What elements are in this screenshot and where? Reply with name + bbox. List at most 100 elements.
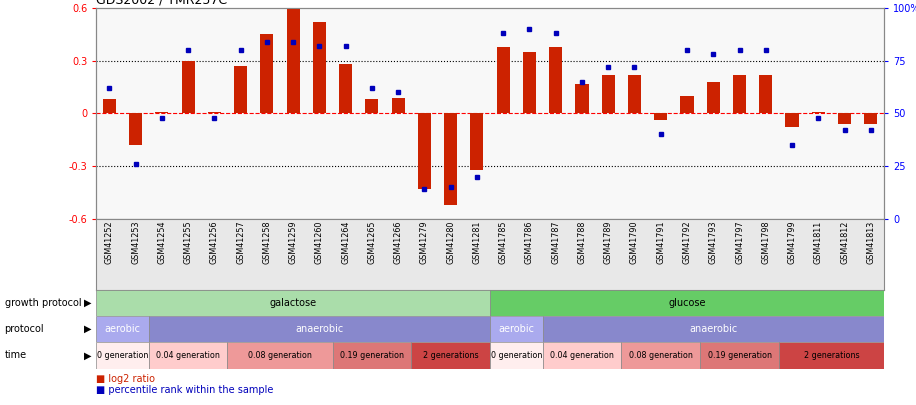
Text: 2 generations: 2 generations — [423, 351, 478, 360]
Text: aerobic: aerobic — [104, 324, 140, 334]
Text: 0 generation: 0 generation — [97, 351, 148, 360]
Text: GSM41281: GSM41281 — [473, 221, 482, 264]
Text: GSM41786: GSM41786 — [525, 221, 534, 264]
Text: GSM41256: GSM41256 — [210, 221, 219, 264]
Bar — [234, 66, 247, 113]
Bar — [707, 82, 720, 113]
Text: GSM41798: GSM41798 — [761, 221, 770, 264]
Text: GSM41258: GSM41258 — [262, 221, 271, 264]
Bar — [312, 22, 326, 113]
Bar — [96, 316, 148, 342]
Text: growth protocol: growth protocol — [5, 298, 82, 308]
Text: GSM41792: GSM41792 — [682, 221, 692, 264]
Text: GSM41255: GSM41255 — [183, 221, 192, 264]
Text: GDS2002 / YMR257C: GDS2002 / YMR257C — [96, 0, 227, 7]
Bar — [654, 113, 667, 120]
Bar — [96, 342, 148, 369]
Bar — [148, 316, 490, 342]
Bar — [779, 342, 884, 369]
Bar — [129, 113, 142, 145]
Text: 0.08 generation: 0.08 generation — [248, 351, 312, 360]
Bar — [208, 112, 221, 113]
Text: GSM41787: GSM41787 — [551, 221, 561, 264]
Text: GSM41260: GSM41260 — [315, 221, 324, 264]
Bar — [864, 113, 878, 124]
Bar — [471, 113, 484, 170]
Text: protocol: protocol — [5, 324, 44, 334]
Text: GSM41266: GSM41266 — [394, 221, 403, 264]
Text: 0.08 generation: 0.08 generation — [628, 351, 692, 360]
Text: ■ percentile rank within the sample: ■ percentile rank within the sample — [96, 385, 274, 395]
Text: anaerobic: anaerobic — [689, 324, 737, 334]
Bar — [287, 8, 300, 113]
Bar — [733, 75, 746, 113]
Bar — [523, 52, 536, 113]
Bar — [260, 34, 273, 113]
Text: GSM41785: GSM41785 — [498, 221, 507, 264]
Text: GSM41257: GSM41257 — [236, 221, 245, 264]
Text: GSM41252: GSM41252 — [104, 221, 114, 264]
Text: glucose: glucose — [669, 298, 705, 308]
Bar — [181, 61, 194, 113]
Text: GSM41253: GSM41253 — [131, 221, 140, 264]
Text: GSM41791: GSM41791 — [656, 221, 665, 264]
Bar — [103, 99, 115, 113]
Bar — [627, 75, 641, 113]
Bar — [411, 342, 490, 369]
Text: ▶: ▶ — [84, 324, 92, 334]
Text: GSM41812: GSM41812 — [840, 221, 849, 264]
Text: GSM41790: GSM41790 — [630, 221, 639, 264]
Bar — [490, 290, 884, 316]
Text: 0 generation: 0 generation — [491, 351, 542, 360]
Bar — [391, 98, 405, 113]
Bar — [444, 113, 457, 205]
Text: 2 generations: 2 generations — [803, 351, 859, 360]
Text: GSM41254: GSM41254 — [158, 221, 167, 264]
Bar — [227, 342, 333, 369]
Bar — [418, 113, 431, 189]
Bar — [550, 47, 562, 113]
Text: GSM41788: GSM41788 — [577, 221, 586, 264]
Bar — [575, 83, 588, 113]
Text: 0.19 generation: 0.19 generation — [707, 351, 771, 360]
Text: aerobic: aerobic — [498, 324, 534, 334]
Text: 0.04 generation: 0.04 generation — [156, 351, 220, 360]
Text: GSM41793: GSM41793 — [709, 221, 718, 264]
Text: ▶: ▶ — [84, 350, 92, 360]
Bar — [621, 342, 700, 369]
Text: anaerobic: anaerobic — [295, 324, 344, 334]
Bar — [490, 316, 542, 342]
Text: time: time — [5, 350, 27, 360]
Bar — [155, 112, 169, 113]
Text: GSM41789: GSM41789 — [604, 221, 613, 264]
Bar — [542, 342, 621, 369]
Bar — [339, 64, 352, 113]
Text: GSM41811: GSM41811 — [813, 221, 823, 264]
Bar — [759, 75, 772, 113]
Text: GSM41259: GSM41259 — [289, 221, 298, 264]
Text: GSM41264: GSM41264 — [341, 221, 350, 264]
Bar — [812, 112, 824, 113]
Bar — [490, 342, 542, 369]
Text: ▶: ▶ — [84, 298, 92, 308]
Text: GSM41280: GSM41280 — [446, 221, 455, 264]
Text: ■ log2 ratio: ■ log2 ratio — [96, 374, 155, 384]
Bar — [602, 75, 615, 113]
Bar — [681, 96, 693, 113]
Text: galactose: galactose — [269, 298, 317, 308]
Bar — [333, 342, 411, 369]
Text: GSM41797: GSM41797 — [735, 221, 744, 264]
Bar — [148, 342, 227, 369]
Text: GSM41813: GSM41813 — [867, 221, 876, 264]
Bar — [365, 99, 378, 113]
Text: GSM41279: GSM41279 — [420, 221, 429, 264]
Bar — [786, 113, 799, 128]
Bar — [542, 316, 884, 342]
Bar — [838, 113, 851, 124]
Bar — [96, 290, 490, 316]
Text: GSM41265: GSM41265 — [367, 221, 376, 264]
Bar — [496, 47, 509, 113]
Text: GSM41799: GSM41799 — [788, 221, 797, 264]
Text: 0.04 generation: 0.04 generation — [550, 351, 614, 360]
Text: 0.19 generation: 0.19 generation — [340, 351, 404, 360]
